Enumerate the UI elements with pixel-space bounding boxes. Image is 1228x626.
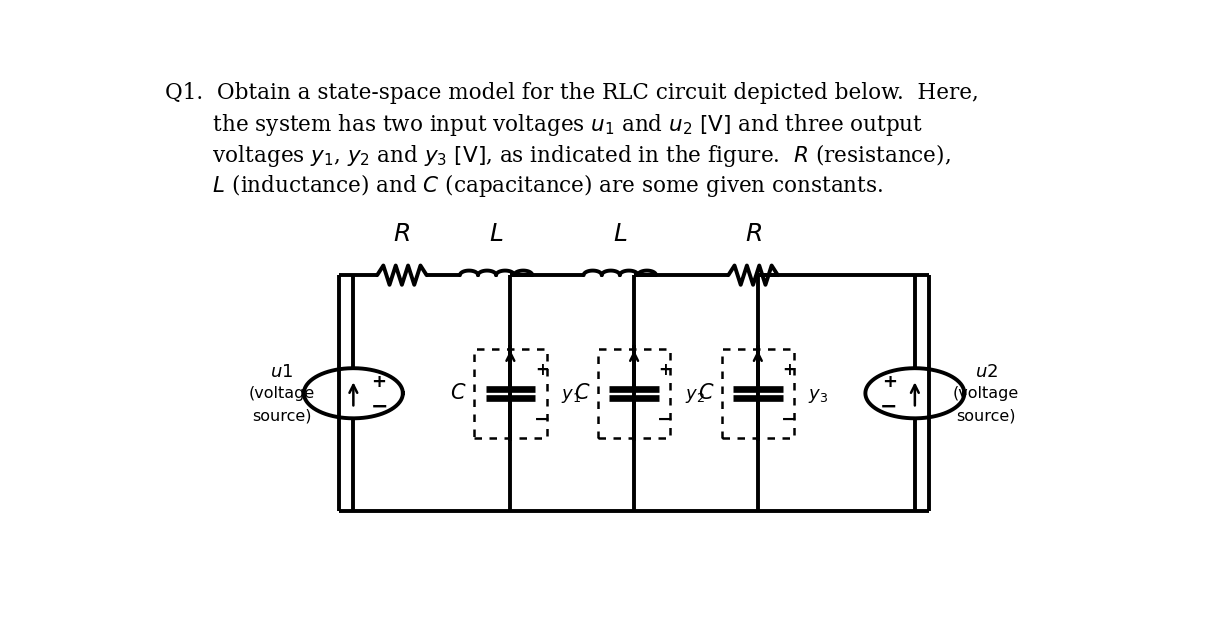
Text: Q1.  Obtain a state-space model for the RLC circuit depicted below.  Here,: Q1. Obtain a state-space model for the R… [165,83,979,105]
Text: (voltage: (voltage [249,386,316,401]
Bar [598,349,670,438]
Text: source): source) [957,409,1016,424]
Text: $C$: $C$ [451,383,467,403]
Text: the system has two input voltages $u_1$ and $u_2$ $[\text{V}]$ and three output: the system has two input voltages $u_1$ … [165,112,923,138]
Text: $u2$: $u2$ [975,362,998,381]
Text: +: + [658,361,673,379]
Text: $y_2$: $y_2$ [684,387,705,404]
Text: $C$: $C$ [698,383,713,403]
Text: $y_1$: $y_1$ [561,387,581,404]
Text: $R$: $R$ [393,223,410,246]
Text: −: − [657,410,674,429]
Text: −: − [371,397,388,417]
Text: −: − [880,397,898,417]
Text: $L$: $L$ [613,223,628,246]
Text: +: + [782,361,796,379]
Text: $C$: $C$ [573,383,591,403]
Text: $L$ (inductance) and $C$ (capacitance) are some given constants.: $L$ (inductance) and $C$ (capacitance) a… [165,172,883,199]
Bar [474,349,546,438]
Text: $L$: $L$ [489,223,503,246]
Text: voltages $y_1$, $y_2$ and $y_3$ $[\text{V}]$, as indicated in the figure.  $R$ (: voltages $y_1$, $y_2$ and $y_3$ $[\text{… [165,142,950,169]
Text: +: + [883,373,898,391]
Text: +: + [535,361,549,379]
Text: $u1$: $u1$ [270,362,293,381]
Text: −: − [781,410,797,429]
Text: $R$: $R$ [744,223,761,246]
Text: $y_3$: $y_3$ [808,387,829,404]
Text: −: − [534,410,550,429]
Bar [722,349,795,438]
Text: (voltage: (voltage [953,386,1019,401]
Text: +: + [371,373,386,391]
Text: source): source) [252,409,312,424]
